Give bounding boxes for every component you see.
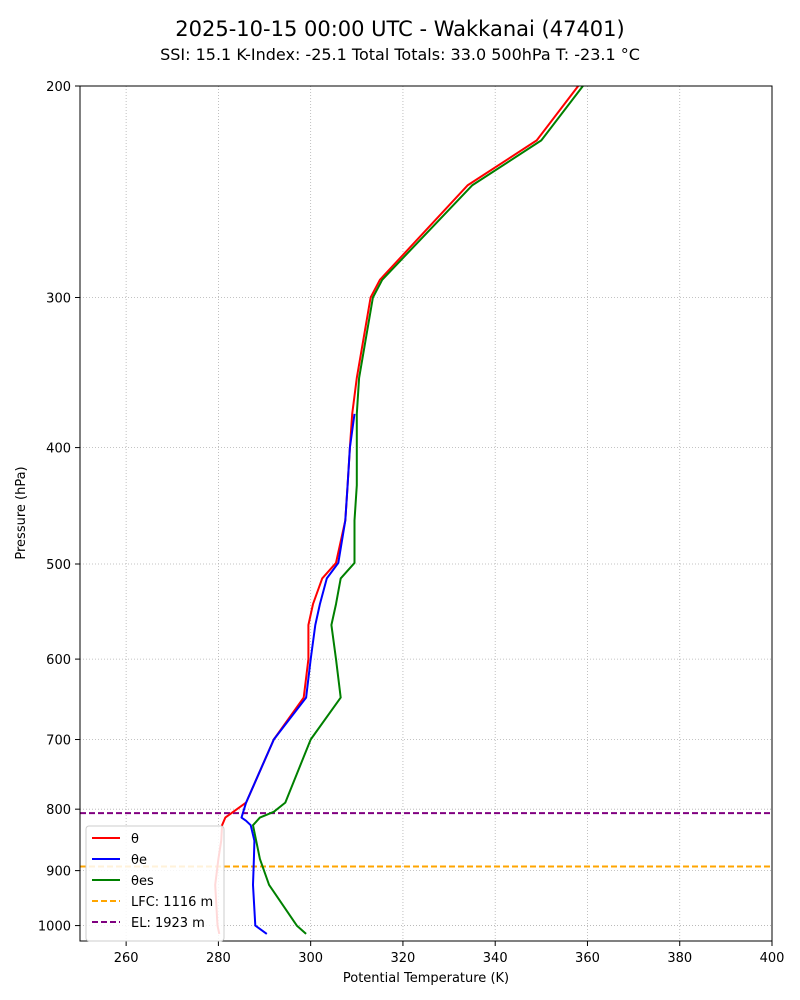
legend-label: θ xyxy=(131,832,139,847)
chart-subtitle: SSI: 15.1 K-Index: -25.1 Total Totals: 3… xyxy=(160,45,640,64)
x-tick-label: 380 xyxy=(667,951,692,966)
y-tick-label: 800 xyxy=(46,803,71,818)
y-tick-label: 200 xyxy=(46,80,71,95)
series-line xyxy=(240,413,356,935)
y-axis-label: Pressure (hPa) xyxy=(14,466,29,559)
legend-label: θe xyxy=(131,853,147,868)
y-tick-label: 700 xyxy=(46,734,71,749)
chart-title: 2025-10-15 00:00 UTC - Wakkanai (47401) xyxy=(175,17,624,41)
x-tick-label: 400 xyxy=(760,951,785,966)
legend-label: θes xyxy=(131,874,154,889)
x-tick-label: 280 xyxy=(206,951,231,966)
series-lines xyxy=(214,85,584,935)
series-line xyxy=(252,85,584,935)
series-line xyxy=(214,85,579,935)
y-tick-label: 1000 xyxy=(38,920,71,935)
y-tick-label: 900 xyxy=(46,865,71,880)
legend-label: EL: 1923 m xyxy=(131,916,205,931)
level-lines xyxy=(80,812,772,868)
grid xyxy=(80,85,773,941)
y-tick-label: 600 xyxy=(46,653,71,668)
legend-label: LFC: 1116 m xyxy=(131,895,213,910)
y-tick-label: 500 xyxy=(46,558,71,573)
x-tick-label: 340 xyxy=(483,951,508,966)
x-tick-label: 260 xyxy=(114,951,139,966)
legend: θ θe θes LFC: 1116 m EL: 1923 m xyxy=(85,825,225,942)
x-tick-label: 300 xyxy=(298,951,323,966)
x-axis-ticks: 260 280 300 320 340 360 380 400 xyxy=(114,941,785,966)
x-axis-label: Potential Temperature (K) xyxy=(343,971,509,986)
y-tick-label: 400 xyxy=(46,442,71,457)
plot-area-frame xyxy=(79,85,773,942)
legend-box xyxy=(85,825,225,942)
y-tick-label: 300 xyxy=(46,292,71,307)
y-axis-ticks: 200 300 400 500 600 700 800 900 1000 xyxy=(38,80,80,935)
x-tick-label: 320 xyxy=(391,951,416,966)
x-tick-label: 360 xyxy=(575,951,600,966)
